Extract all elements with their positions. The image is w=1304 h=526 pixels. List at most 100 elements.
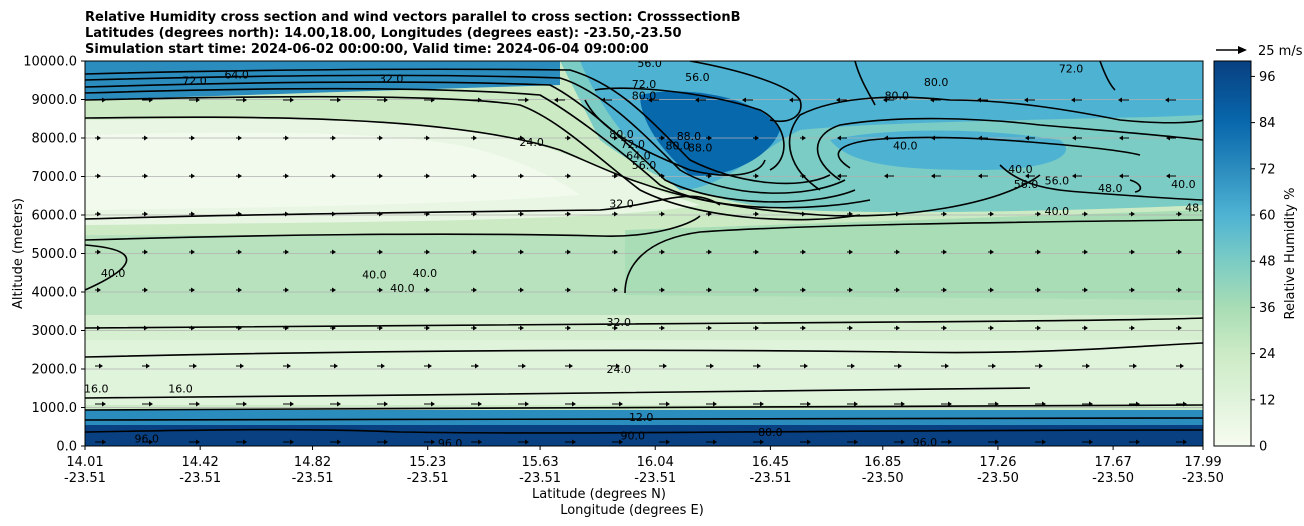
wind-vector-head	[755, 135, 759, 141]
grid-lines	[85, 99, 1203, 408]
wind-vector-head	[431, 401, 435, 407]
y-axis-label: Altitude (meters)	[11, 198, 26, 309]
wind-vector-head	[807, 439, 811, 445]
wind-vector-head	[97, 249, 101, 255]
contour-label: 88.0	[677, 130, 702, 143]
contour-label: 40.0	[390, 282, 415, 295]
wind-vector-head	[1037, 211, 1041, 217]
colorbar-tick-label: 60	[1259, 209, 1276, 224]
wind-vector-head	[97, 211, 101, 217]
wind-vector-head	[191, 135, 195, 141]
x-tick-label-latitude: 14.82	[294, 455, 331, 470]
wind-vector-head	[757, 363, 761, 369]
wind-vector-head	[426, 325, 430, 331]
wind-vector-head	[755, 173, 759, 179]
contour-label: 48.0	[1098, 182, 1123, 195]
contour-label: 64.0	[224, 68, 249, 81]
wind-vector-head	[601, 97, 605, 103]
wind-vector-head	[285, 325, 289, 331]
x-axis-ticks: 14.01-23.5114.42-23.5114.82-23.5115.23-2…	[64, 446, 1224, 486]
contour-label: 40.0	[1045, 205, 1070, 218]
contour-label: 40.0	[893, 140, 918, 153]
wind-vector-head	[661, 325, 665, 331]
contour-line	[85, 342, 1203, 358]
colorbar-tick-label: 72	[1259, 162, 1276, 177]
wind-vector-head	[144, 249, 148, 255]
wind-vector-head	[473, 287, 477, 293]
wind-vector-head	[102, 439, 106, 445]
wind-vector-head	[948, 439, 952, 445]
wind-vectors	[95, 97, 1187, 445]
wind-vector-head	[1089, 439, 1093, 445]
contour-label: 56.0	[632, 159, 657, 172]
wind-vector-head	[1024, 97, 1028, 103]
wind-vector-head	[1037, 325, 1041, 331]
contour-label: 90.0	[621, 430, 646, 443]
contour-label: 24.0	[519, 136, 544, 149]
colorbar-label: Relative Humidity %	[1283, 188, 1298, 320]
x-tick-label-longitude: -23.50	[977, 471, 1019, 486]
contour-line	[85, 195, 721, 220]
wind-vector-head	[849, 325, 853, 331]
y-tick-label: 5000.0	[32, 247, 78, 262]
wind-vector-head	[1178, 325, 1182, 331]
wind-vector-head	[614, 173, 618, 179]
contour-label: 40.0	[101, 267, 126, 280]
wind-vector-head	[473, 173, 477, 179]
wind-vector-head	[802, 211, 806, 217]
wind-vector-head	[1131, 325, 1135, 331]
contour-label: 32.0	[609, 197, 634, 210]
wind-vector-head	[102, 97, 106, 103]
wind-vector-head	[901, 401, 905, 407]
wind-vector-head	[1072, 135, 1076, 141]
contour-label: 16.0	[168, 382, 193, 395]
wind-vector-head	[473, 325, 477, 331]
wind-vector-head	[1183, 439, 1187, 445]
wind-key-arrowhead	[1238, 46, 1247, 54]
wind-vector-head	[760, 401, 764, 407]
wind-vector-head	[290, 97, 294, 103]
wind-vector-head	[384, 439, 388, 445]
wind-vector-head	[713, 439, 717, 445]
wind-vector-head	[1072, 173, 1076, 179]
wind-vector-head	[384, 401, 388, 407]
wind-vector-head	[572, 401, 576, 407]
wind-vector-head	[334, 363, 338, 369]
colorbar-tick-label: 24	[1259, 347, 1276, 362]
wind-vector-head	[1178, 287, 1182, 293]
wind-vector-head	[243, 97, 247, 103]
colorbar-ticks: 0 12 24 36 48 60 72 84 96	[1251, 70, 1276, 455]
wind-key-label: 25 m/s	[1258, 44, 1303, 59]
wind-vector-head	[661, 249, 665, 255]
x-tick-label-longitude: -23.50	[862, 471, 904, 486]
wind-vector-head	[1183, 401, 1187, 407]
x-tick-label-latitude: 14.42	[182, 455, 219, 470]
wind-vector-head	[379, 135, 383, 141]
contour-labels: 72.0 64.0 32.056.072.080.056.080.080.072.0…	[84, 57, 1203, 446]
wind-vector-head	[666, 439, 670, 445]
wind-vector-head	[478, 439, 482, 445]
wind-vector-head	[240, 363, 244, 369]
wind-vector-head	[1178, 249, 1182, 255]
wind-vector-head	[285, 173, 289, 179]
contour-label: 56.0	[637, 57, 662, 70]
wind-vector-head	[1131, 211, 1135, 217]
colorbar-gradient	[1213, 60, 1252, 447]
wind-vector-head	[426, 211, 430, 217]
wind-vector-head	[1071, 97, 1075, 103]
wind-vector-head	[884, 135, 888, 141]
contour-label: 16.0	[84, 382, 109, 395]
wind-vector-head	[196, 97, 200, 103]
contour-line	[85, 96, 861, 221]
y-tick-label: 10000.0	[23, 55, 77, 70]
x-tick-label-latitude: 14.01	[66, 455, 103, 470]
wind-vector-head	[1084, 211, 1088, 217]
wind-vector-head	[849, 211, 853, 217]
x-tick-label-longitude: -23.51	[519, 471, 561, 486]
wind-vector-head	[567, 211, 571, 217]
x-tick-label-latitude: 16.45	[752, 455, 789, 470]
wind-vector-head	[337, 401, 341, 407]
wind-vector-head	[285, 287, 289, 293]
wind-vector-head	[661, 287, 665, 293]
